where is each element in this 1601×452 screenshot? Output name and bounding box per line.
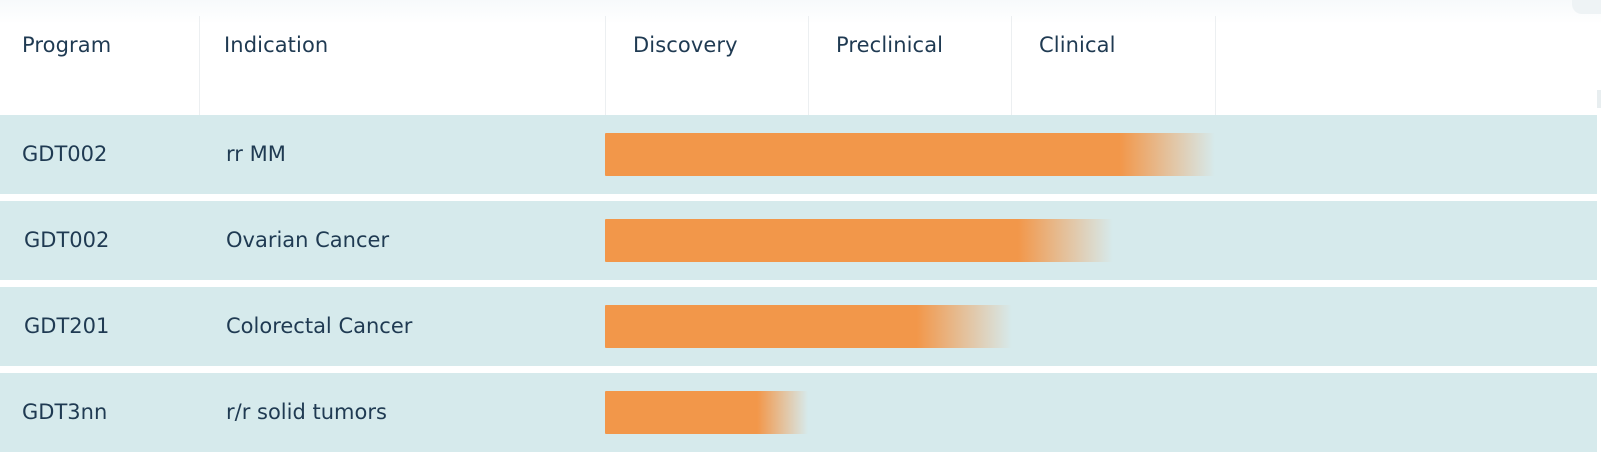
header-indication: Indication [224, 33, 329, 57]
header-preclinical: Preclinical [836, 33, 944, 57]
program-cell: GDT002 [22, 141, 108, 166]
header-clinical: Clinical [1039, 33, 1116, 57]
indication-cell: Ovarian Cancer [226, 227, 390, 252]
column-divider [808, 16, 809, 115]
column-divider [1011, 16, 1012, 115]
indication-cell: r/r solid tumors [226, 399, 387, 424]
corner-decoration [1572, 0, 1601, 14]
progress-bar [605, 305, 1012, 348]
program-cell: GDT3nn [22, 399, 108, 424]
header-discovery: Discovery [633, 33, 738, 57]
indication-cell: rr MM [226, 141, 286, 166]
table-header [0, 0, 1601, 115]
column-divider [605, 16, 606, 115]
column-divider [199, 16, 200, 115]
column-divider [1215, 16, 1216, 115]
program-cell: GDT201 [24, 313, 110, 338]
progress-bar [605, 391, 809, 434]
indication-cell: Colorectal Cancer [226, 313, 413, 338]
header-program: Program [22, 33, 112, 57]
edge-decoration [1597, 90, 1601, 108]
progress-bar [605, 133, 1215, 176]
program-cell: GDT002 [24, 227, 110, 252]
progress-bar [605, 219, 1114, 262]
